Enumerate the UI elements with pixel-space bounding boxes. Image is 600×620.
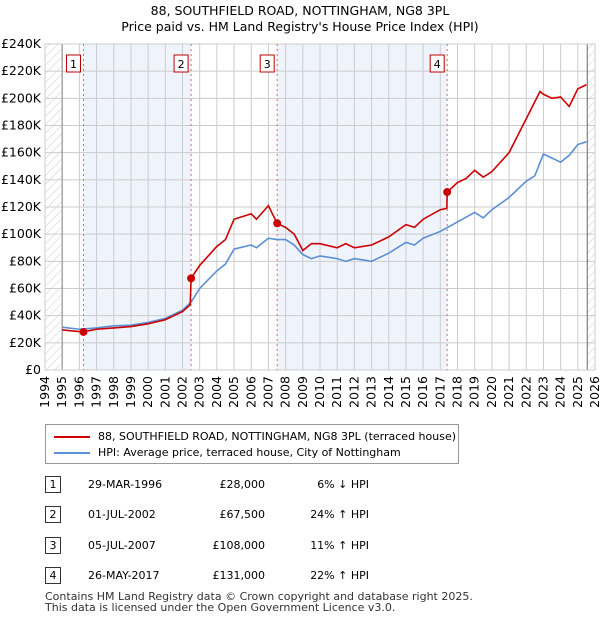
y-tick-label: £160K [1,145,42,160]
sale-label: 4 [434,58,441,71]
sale-number-badge: 4 [45,567,61,584]
x-tick-label: 2017 [432,376,447,408]
hpi-line [62,141,587,331]
x-tick-label: 2022 [518,376,533,408]
x-tick-label: 2009 [295,376,310,408]
y-tick-label: £60K [9,281,42,296]
x-tick-label: 1996 [71,376,86,408]
x-tick-label: 2018 [450,376,465,408]
x-tick-label: 1997 [89,376,104,408]
y-tick-label: £100K [1,226,42,241]
sale-point [79,327,88,336]
table-row: 4 26-MAY-2017 £131,000 22% ↑ HPI [0,567,600,585]
y-tick-label: £200K [1,90,42,105]
x-tick-label: 2003 [192,376,207,408]
table-row: 3 05-JUL-2007 £108,000 11% ↑ HPI [0,537,600,555]
x-tick-label: 2005 [226,376,241,408]
x-tick-label: 2006 [243,376,258,408]
x-tick-label: 2020 [484,376,499,408]
x-tick-label: 2016 [415,376,430,408]
y-tick-label: £20K [9,335,42,350]
sale-price: £131,000 [212,569,266,582]
x-tick-label: 2021 [501,376,516,408]
sale-price: £28,000 [219,478,266,491]
x-tick-label: 2026 [587,376,600,408]
sale-number-badge: 2 [45,506,61,523]
footer-copyright: Contains HM Land Registry data © Crown c… [45,590,473,603]
sale-label: 2 [178,58,185,71]
y-tick-label: £220K [1,63,42,78]
sale-date: 26-MAY-2017 [88,569,160,582]
x-tick-label: 2008 [278,376,293,408]
plot-border [44,43,596,371]
footer-licence: This data is licensed under the Open Gov… [45,601,396,614]
table-row: 2 01-JUL-2002 £67,500 24% ↑ HPI [0,506,600,524]
sale-hpi-diff: 11% ↑ HPI [310,539,369,552]
x-tick-label: 2002 [175,376,190,408]
y-tick-label: £120K [1,199,42,214]
x-tick-label: 1999 [123,376,138,408]
price-paid-line [62,84,587,333]
x-tick-label: 2015 [398,376,413,408]
y-tick-label: £140K [1,172,42,187]
x-tick-label: 1998 [106,376,121,408]
x-tick-label: 2011 [329,376,344,408]
sale-point [187,274,196,283]
x-tick-label: 1995 [54,376,69,408]
x-tick-label: 2000 [140,376,155,408]
x-tick-label: 2012 [346,376,361,408]
sale-price: £67,500 [219,508,266,521]
sale-hpi-diff: 22% ↑ HPI [310,569,369,582]
y-tick-label: £0 [25,362,41,377]
sale-label: 1 [70,58,77,71]
price-legend-swatch [54,435,90,438]
sale-label-box [429,54,445,73]
price-chart: £0 £20K £40K £60K £80K £100K £120K £140K £160K £1… [1,36,600,408]
sale-number-badge: 1 [45,476,61,493]
sale-label-box [66,54,81,73]
legend-hpi: HPI: Average price, terraced house, City… [98,446,401,459]
sale-label-box [259,54,275,73]
y-tick-label: £240K [1,36,42,51]
sale-point [273,219,282,228]
x-tick-label: 2023 [535,376,550,408]
chart-title: 88, SOUTHFIELD ROAD, NOTTINGHAM, NG8 3PL [150,3,450,18]
x-tick-label: 2019 [467,376,482,408]
sale-date: 05-JUL-2007 [88,539,156,552]
x-tick-label: 2014 [381,376,396,408]
sale-price: £108,000 [212,539,266,552]
sale-date: 01-JUL-2002 [88,508,156,521]
legend-price: 88, SOUTHFIELD ROAD, NOTTINGHAM, NG8 3PL… [98,430,457,443]
table-row: 1 29-MAR-1996 £28,000 6% ↓ HPI [0,476,600,494]
sale-point [443,188,452,197]
hpi-legend-swatch [54,451,90,454]
x-tick-label: 2010 [312,376,327,408]
x-tick-label: 2007 [260,376,275,408]
x-tick-label: 2001 [157,376,172,408]
sale-hpi-diff: 6% ↓ HPI [317,478,369,491]
x-tick-label: 2024 [553,376,568,408]
sale-hpi-diff: 24% ↑ HPI [310,508,369,521]
sale-label-box [173,54,189,73]
x-tick-label: 2025 [570,376,585,408]
y-tick-label: £40K [9,308,42,323]
sale-number-badge: 3 [45,537,61,554]
sale-label: 3 [264,58,271,71]
sale-date: 29-MAR-1996 [88,478,163,491]
chart-subtitle: Price paid vs. HM Land Registry's House … [121,19,479,34]
legend: 88, SOUTHFIELD ROAD, NOTTINGHAM, NG8 3PL… [45,424,459,464]
x-tick-label: 2013 [364,376,379,408]
y-tick-label: £80K [9,253,42,268]
y-tick-label: £180K [1,118,42,133]
x-tick-label: 2004 [209,376,224,408]
x-tick-label: 1994 [37,376,52,408]
